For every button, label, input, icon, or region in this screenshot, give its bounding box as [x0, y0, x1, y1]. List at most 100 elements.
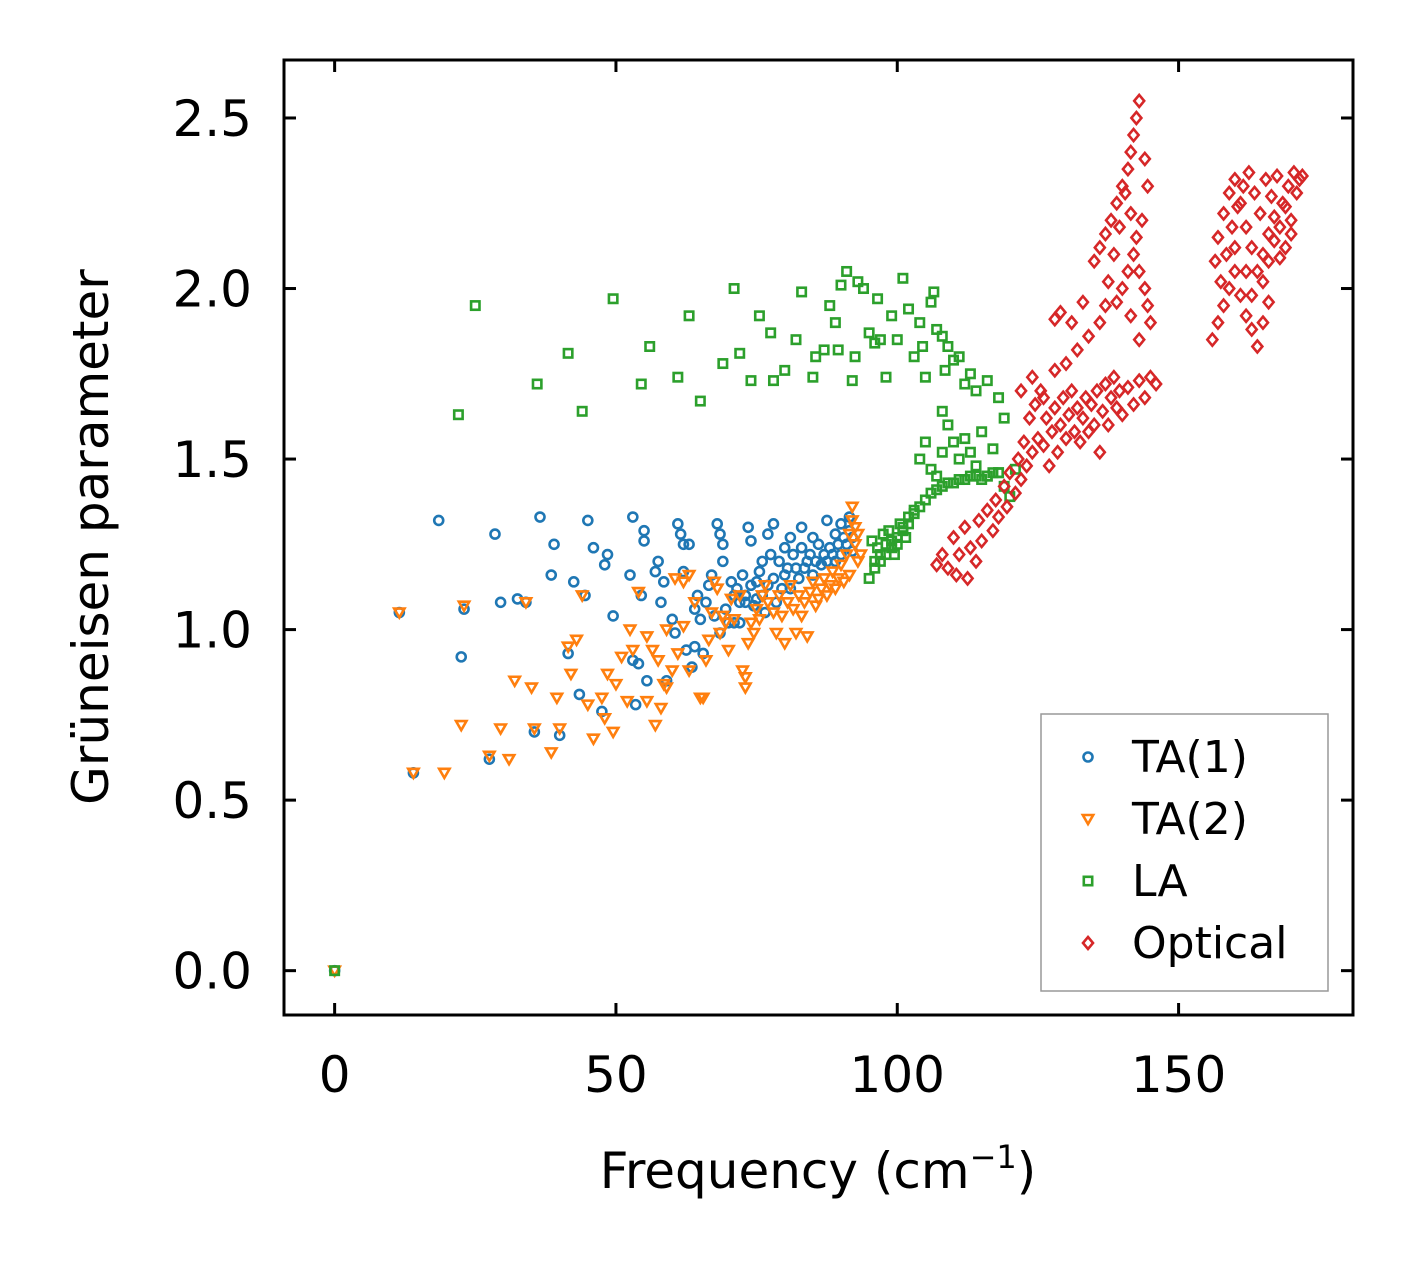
point-ta1 — [598, 558, 611, 571]
point-optical — [1014, 471, 1028, 488]
point-optical — [1250, 338, 1265, 355]
point-ta2 — [405, 767, 421, 781]
point-ta2 — [816, 573, 832, 587]
point-la — [970, 460, 982, 472]
point-optical — [1048, 362, 1062, 379]
point-optical — [1259, 171, 1273, 188]
point-ta1 — [711, 518, 724, 530]
point-ta1 — [787, 548, 799, 561]
point-ta1 — [795, 541, 808, 554]
legend: TA(1) TA(2) LA Optical — [1040, 713, 1329, 992]
point-optical — [1264, 188, 1279, 205]
point-ta1 — [773, 555, 785, 568]
point-ta2 — [785, 603, 801, 617]
point-optical — [1245, 239, 1259, 256]
point-ta2 — [827, 583, 843, 597]
point-ta1 — [753, 565, 766, 578]
point-ta2 — [839, 549, 855, 563]
point-optical — [1084, 396, 1099, 413]
point-optical — [1115, 280, 1130, 297]
point-la — [694, 395, 706, 407]
point-la — [970, 385, 982, 397]
point-optical — [1295, 167, 1310, 184]
point-optical — [1132, 372, 1146, 389]
legend-marker-la — [1082, 875, 1094, 887]
y-tick-label: 1.0 — [172, 602, 252, 660]
point-ta2 — [600, 668, 615, 682]
point-optical — [1110, 195, 1124, 212]
point-ta1 — [632, 657, 645, 670]
point-ta2 — [825, 566, 841, 580]
point-la — [765, 327, 777, 339]
point-ta2 — [796, 597, 812, 610]
point-la — [562, 347, 574, 359]
point-la — [914, 453, 926, 465]
legend-marker-optical — [1081, 934, 1095, 952]
point-la — [931, 470, 943, 482]
point-optical — [1093, 239, 1107, 256]
marker-layer — [327, 92, 1310, 979]
point-optical — [1236, 178, 1250, 195]
point-la — [939, 364, 951, 376]
point-optical — [1273, 249, 1287, 266]
point-la — [531, 378, 543, 390]
point-la — [936, 405, 948, 417]
point-optical — [1101, 416, 1115, 433]
point-ta2 — [844, 501, 860, 515]
point-ta1 — [807, 569, 819, 581]
point-optical — [1048, 399, 1062, 416]
point-optical — [1205, 331, 1220, 348]
point-optical — [1059, 355, 1073, 372]
point-la — [942, 477, 954, 489]
point-optical — [1290, 184, 1304, 202]
point-optical — [1126, 246, 1141, 263]
point-optical — [1110, 294, 1124, 311]
point-optical — [1081, 328, 1096, 345]
point-ta1 — [672, 518, 684, 530]
point-ta1 — [657, 576, 670, 588]
point-la — [796, 286, 808, 298]
point-optical — [1129, 229, 1144, 246]
point-optical — [1222, 184, 1236, 202]
point-optical — [935, 546, 949, 563]
point-optical — [1098, 375, 1113, 393]
point-la — [953, 453, 965, 465]
point-optical — [1036, 437, 1051, 454]
point-la — [807, 371, 819, 383]
point-optical — [1112, 219, 1127, 236]
point-optical — [1093, 314, 1107, 331]
point-ta1 — [745, 535, 757, 547]
point-ta2 — [597, 712, 613, 726]
point-optical — [1045, 423, 1059, 440]
point-ta1 — [700, 596, 712, 609]
x-axis: 0 50 100 150 — [319, 60, 1226, 1104]
point-ta2 — [560, 641, 576, 655]
point-ta2 — [507, 675, 523, 689]
point-optical — [1019, 457, 1034, 474]
legend-marker-ta1 — [1082, 751, 1094, 763]
point-ta1 — [641, 674, 653, 687]
point-optical — [1039, 410, 1054, 427]
point-optical — [1143, 314, 1158, 331]
point-ta1 — [694, 613, 707, 626]
point-ta2 — [639, 631, 655, 645]
point-optical — [989, 491, 1003, 509]
point-optical — [1267, 232, 1281, 249]
point-ta1 — [455, 651, 468, 663]
point-optical — [991, 509, 1006, 526]
point-ta2 — [751, 614, 767, 627]
point-la — [841, 265, 853, 277]
point-ta2 — [574, 590, 590, 604]
point-la — [576, 405, 588, 417]
point-ta2 — [760, 597, 776, 610]
point-la — [993, 392, 1005, 404]
point-optical — [1067, 423, 1082, 440]
point-ta1 — [489, 528, 501, 540]
point-la — [998, 412, 1010, 424]
point-ta1 — [821, 514, 833, 527]
point-optical — [1124, 307, 1138, 324]
point-optical — [1273, 219, 1287, 236]
point-ta1 — [795, 521, 808, 534]
point-ta2 — [794, 610, 810, 624]
point-optical — [1239, 263, 1253, 280]
